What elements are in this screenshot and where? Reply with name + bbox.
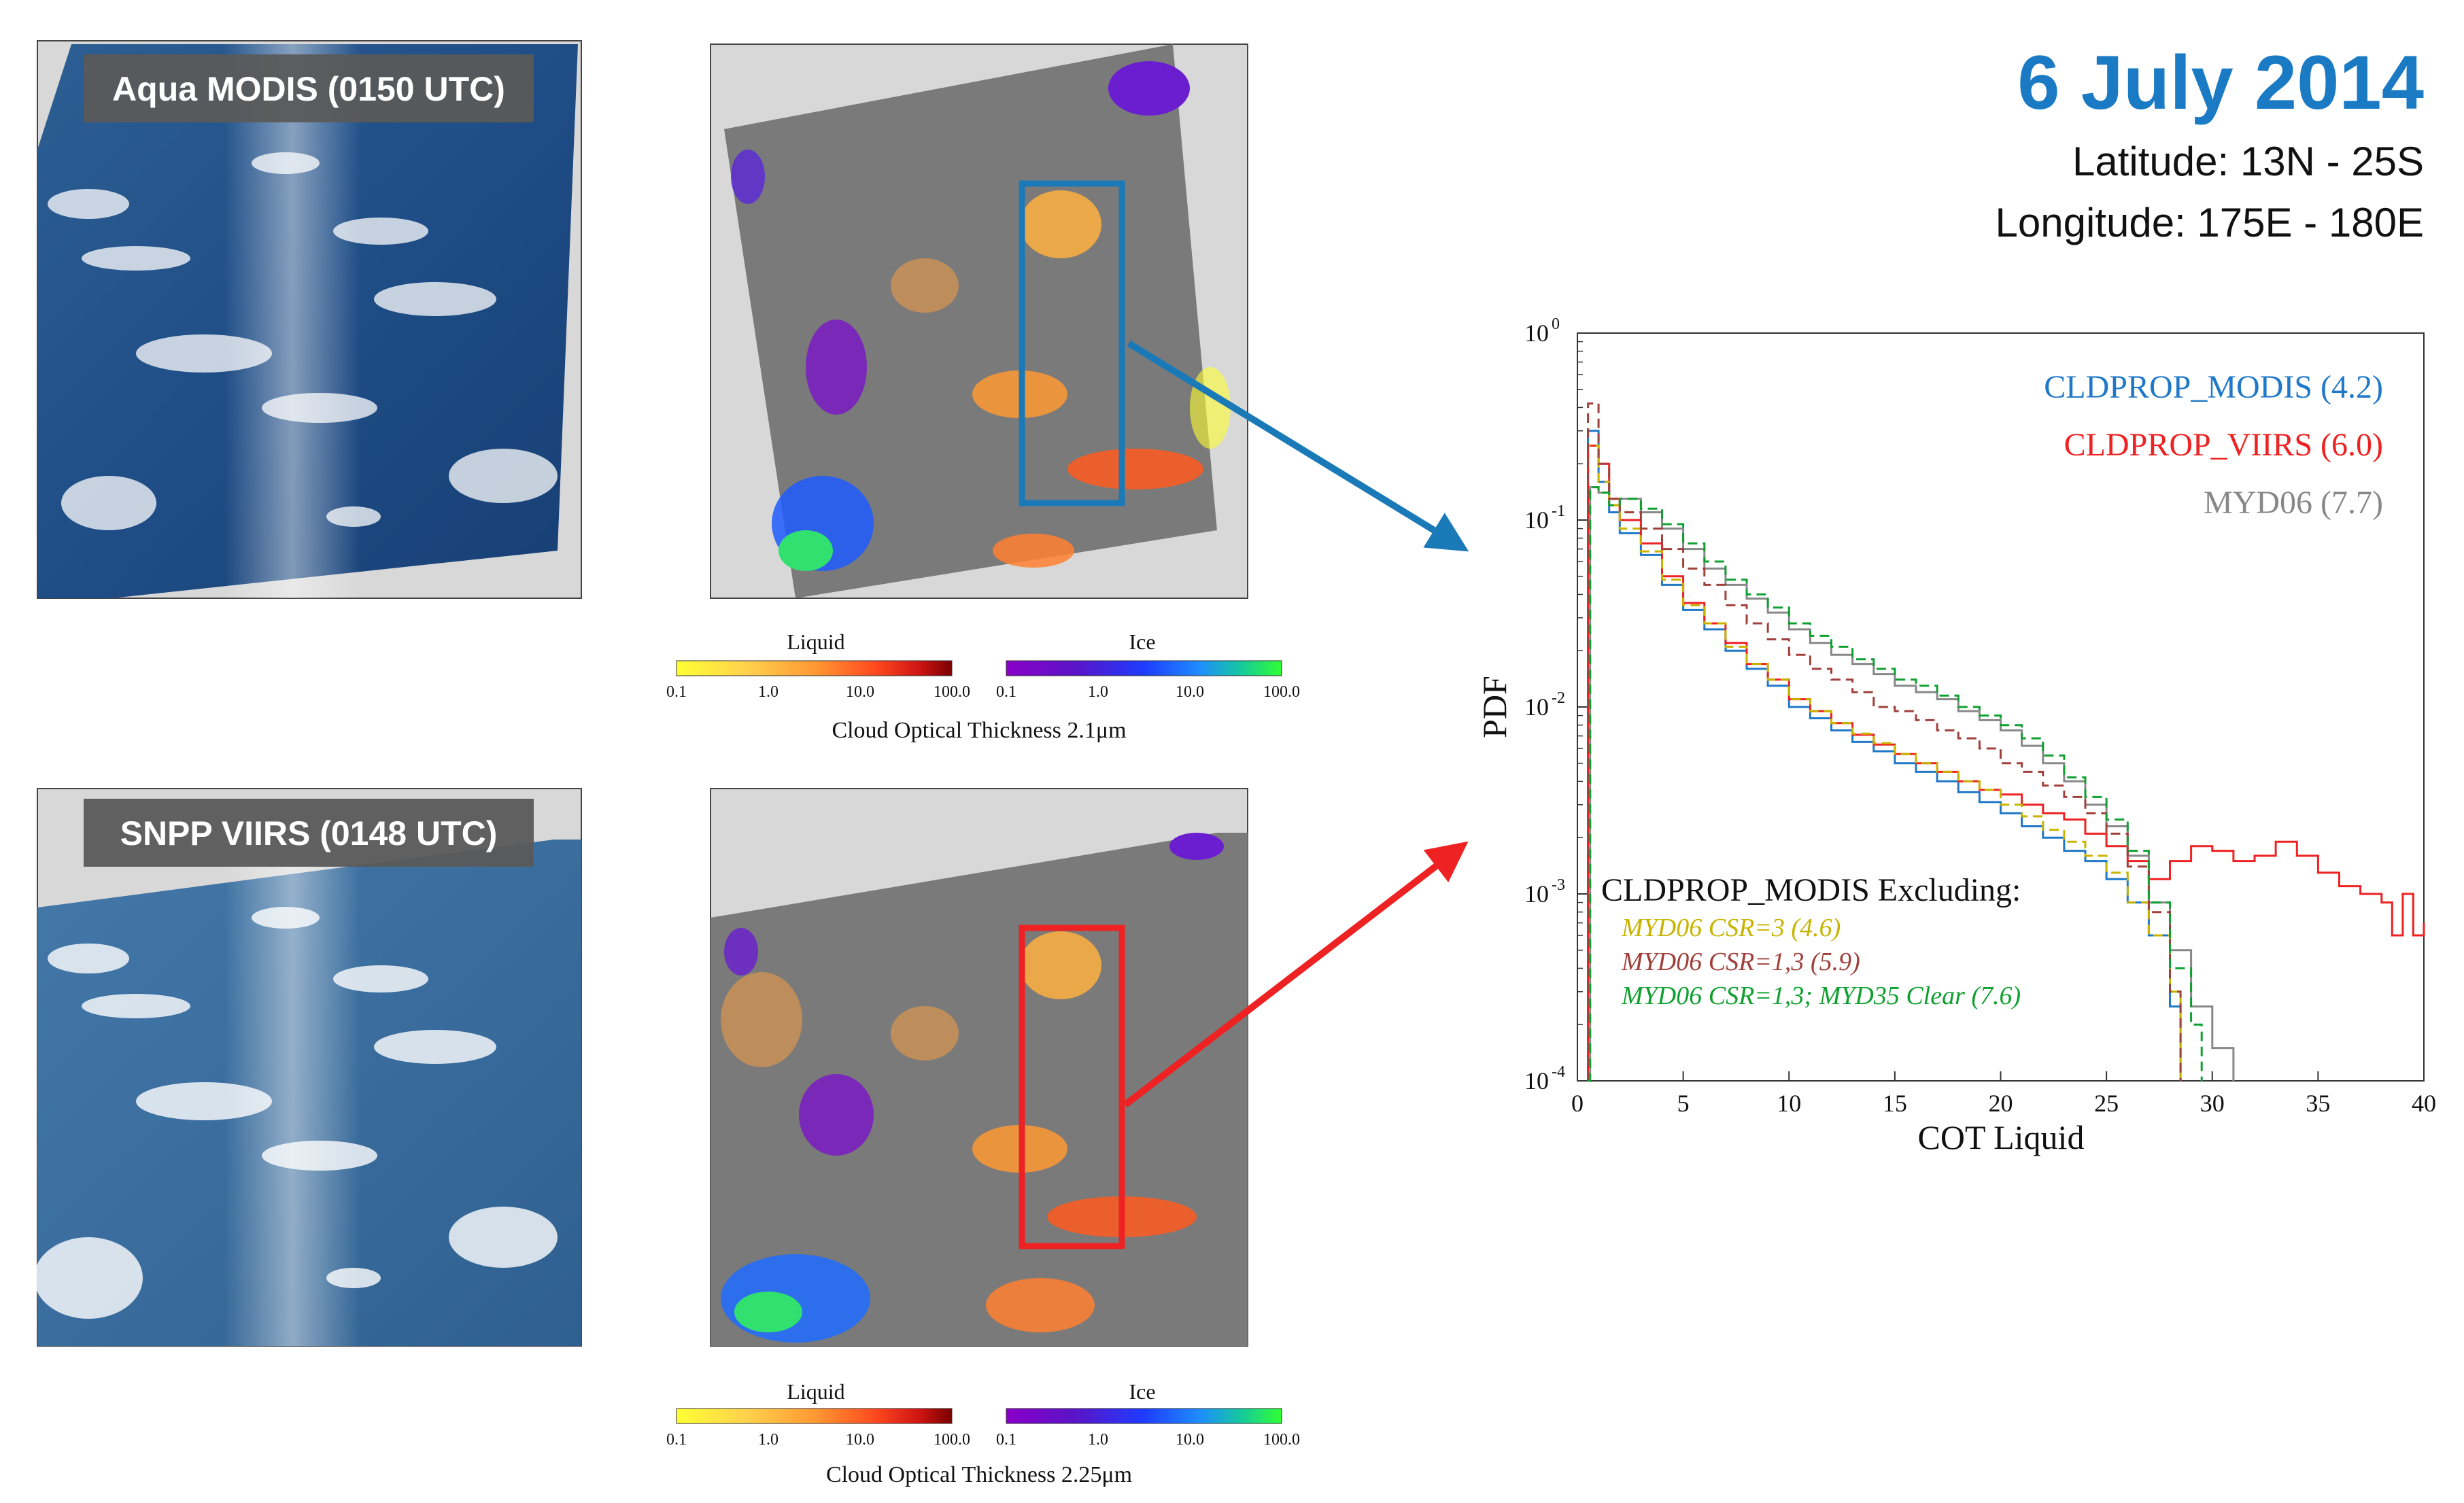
legend-item: MYD06 (7.7) [2204,485,2383,521]
legend-title: CLDPROP_MODIS Excluding: [1601,872,2021,908]
colorbar-title: Cloud Optical Thickness 2.25μm [826,1462,1132,1487]
legend-main: CLDPROP_MODIS (4.2) CLDPROP_VIIRS (6.0) … [2044,369,2383,521]
x-tick-label: 5 [1677,1090,1690,1117]
map-label-box [84,799,534,867]
liquid-ticks: 0.1 1.0 10.0 100.0 [666,683,970,701]
map-modis-cot [710,44,1248,599]
ice-label: Ice [1129,629,1155,654]
map-snpp-viirs: SNPP VIIRS (0148 UTC) [34,788,582,1347]
legend-item: MYD06 CSR=1,3; MYD35 Clear (7.6) [1621,982,2021,1010]
latitude-text: Latitude: 13N - 25S [2072,139,2424,184]
ice-cloud-patches [731,61,1190,571]
y-tick-label: 10 [1524,319,1549,347]
map-label: Aqua MODIS (0150 UTC) [112,70,505,108]
y-tick-label: 10 [1524,693,1549,721]
tick-label: 1.0 [758,1431,778,1449]
tick-label: 10.0 [846,683,874,701]
liquid-label: Liquid [787,1379,844,1404]
x-tick-label: 15 [1883,1090,1907,1117]
x-axis-label: COT Liquid [1918,1118,2085,1156]
map-label: SNPP VIIRS (0148 UTC) [120,814,498,852]
x-tick-label: 40 [2412,1090,2436,1117]
colorbars-top: Liquid Ice 0.1 1.0 10.0 100.0 0.1 1.0 10… [666,629,1300,743]
x-tick-label: 0 [1571,1090,1584,1117]
y-axis-label: PDF [1475,676,1513,738]
tick-label: 1.0 [1088,1431,1108,1449]
longitude-text: Longitude: 175E - 180E [1996,200,2425,245]
date-title: 6 July 2014 [2017,40,2424,125]
tick-label: 0.1 [996,683,1016,701]
legend-item: MYD06 CSR=1,3 (5.9) [1621,948,1860,976]
y-tick-exponent: 0 [1552,315,1560,333]
liquid-ticks: 0.1 1.0 10.0 100.0 [666,1431,970,1449]
ice-ticks: 0.1 1.0 10.0 100.0 [996,1431,1300,1449]
red-region-box [1019,925,1125,1249]
legend-item: CLDPROP_MODIS (4.2) [2044,369,2383,405]
map-label-box [84,54,534,122]
ice-ticks: 0.1 1.0 10.0 100.0 [996,683,1300,701]
y-tick-exponent: -4 [1552,1063,1565,1081]
map-viirs-cot [710,788,1248,1347]
legend-item: MYD06 CSR=3 (4.6) [1621,914,1841,942]
ice-colorbar [1006,660,1282,676]
blue-region-box [1019,180,1125,506]
red-arrow [1123,841,1469,1107]
legend-item: CLDPROP_VIIRS (6.0) [2064,427,2383,463]
x-tick-label: 35 [2306,1090,2330,1117]
tick-label: 10.0 [1176,683,1204,701]
x-tick-label: 30 [2200,1090,2225,1117]
tick-label: 1.0 [1088,683,1108,701]
liquid-colorbar [676,660,953,676]
ice-cloud-patches [721,833,1224,1343]
tick-label: 0.1 [666,683,687,701]
x-axis-ticks: 0 5 10 15 20 25 30 35 40 [1571,1071,2436,1117]
sun-glint [224,44,360,598]
liquid-colorbar [676,1408,953,1424]
x-tick-label: 25 [2094,1090,2119,1117]
ice-colorbar [1006,1408,1282,1424]
tick-label: 100.0 [1263,1431,1300,1449]
tick-label: 0.1 [996,1431,1016,1449]
tick-label: 100.0 [1263,683,1300,701]
y-tick-exponent: -2 [1552,689,1565,707]
colorbars-bottom: Liquid Ice 0.1 1.0 10.0 100.0 0.1 1.0 10… [666,1379,1300,1487]
tick-label: 10.0 [846,1431,874,1449]
series-line [1588,486,2203,1082]
y-tick-label: 10 [1524,880,1549,908]
ice-label: Ice [1129,1379,1155,1404]
y-tick-exponent: -1 [1552,502,1565,520]
y-tick-label: 10 [1524,1067,1549,1094]
liquid-cloud-patches [721,931,1197,1332]
tick-label: 100.0 [934,683,970,701]
y-tick-exponent: -3 [1552,876,1565,894]
liquid-label: Liquid [787,629,844,654]
legend-secondary: CLDPROP_MODIS Excluding: MYD06 CSR=3 (4.… [1601,872,2021,1010]
header: 6 July 2014 Latitude: 13N - 25S Longitud… [1996,40,2425,245]
y-tick-label: 10 [1524,506,1549,534]
chart-series [1587,402,2425,1082]
cloud-field [48,152,558,530]
tick-label: 10.0 [1176,1431,1204,1449]
x-tick-label: 20 [1989,1090,2013,1117]
series-line [1587,445,2182,1081]
tick-label: 100.0 [934,1431,970,1449]
tick-label: 1.0 [758,683,778,701]
tick-label: 0.1 [666,1431,687,1449]
blue-arrow [1127,340,1469,552]
cloud-field [34,907,558,1319]
colorbar-title: Cloud Optical Thickness 2.1μm [832,718,1126,743]
x-tick-label: 10 [1777,1090,1801,1117]
map-aqua-modis: Aqua MODIS (0150 UTC) [37,40,582,599]
series-line [1587,402,2182,1081]
